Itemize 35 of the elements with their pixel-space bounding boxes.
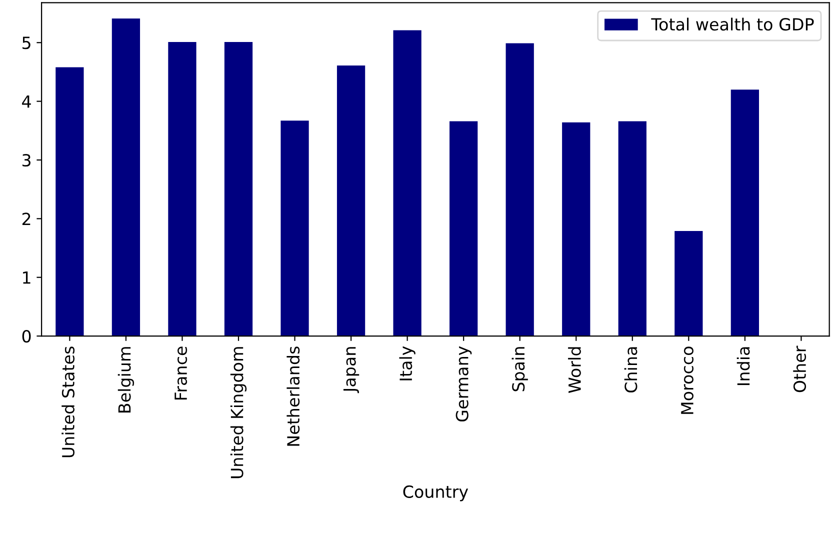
x-tick-label: Netherlands — [286, 346, 300, 446]
bar — [450, 121, 478, 336]
y-tick-label: 2 — [22, 212, 30, 225]
bar — [168, 42, 196, 336]
bar — [56, 67, 84, 336]
x-tick-label: Spain — [512, 347, 528, 392]
y-tick-label: 3 — [22, 154, 30, 167]
bar — [336, 66, 366, 336]
bar — [112, 18, 140, 336]
x-tick-label: World — [568, 347, 581, 393]
x-tick-label: United States — [62, 346, 75, 458]
bar — [618, 121, 646, 336]
bar — [674, 230, 703, 336]
y-tick-label: 1 — [23, 272, 30, 284]
x-tick-label: Other — [793, 346, 806, 392]
x-axis-title: Country — [403, 485, 468, 502]
bar — [280, 120, 309, 336]
bar — [562, 122, 590, 336]
bar — [393, 30, 422, 336]
x-tick-label: United Kingdom — [230, 347, 247, 478]
x-tick-label: Belgium — [118, 347, 134, 412]
y-tick-label: 0 — [22, 330, 31, 343]
x-tick-label: Japan — [343, 347, 360, 394]
bar — [506, 43, 534, 336]
legend-label: Total wealth to GDP — [651, 18, 814, 31]
x-tick-label: Italy — [399, 346, 416, 380]
x-tick-label: Morocco — [681, 346, 694, 414]
bar — [730, 90, 759, 336]
x-tick-label: France — [174, 346, 188, 400]
y-tick-label: 5 — [22, 36, 30, 50]
x-tick-label: Germany — [456, 346, 472, 422]
bar — [224, 42, 253, 336]
x-tick-label: China — [624, 347, 638, 392]
y-tick-label: 4 — [22, 95, 31, 108]
x-tick-label: India — [736, 347, 750, 386]
